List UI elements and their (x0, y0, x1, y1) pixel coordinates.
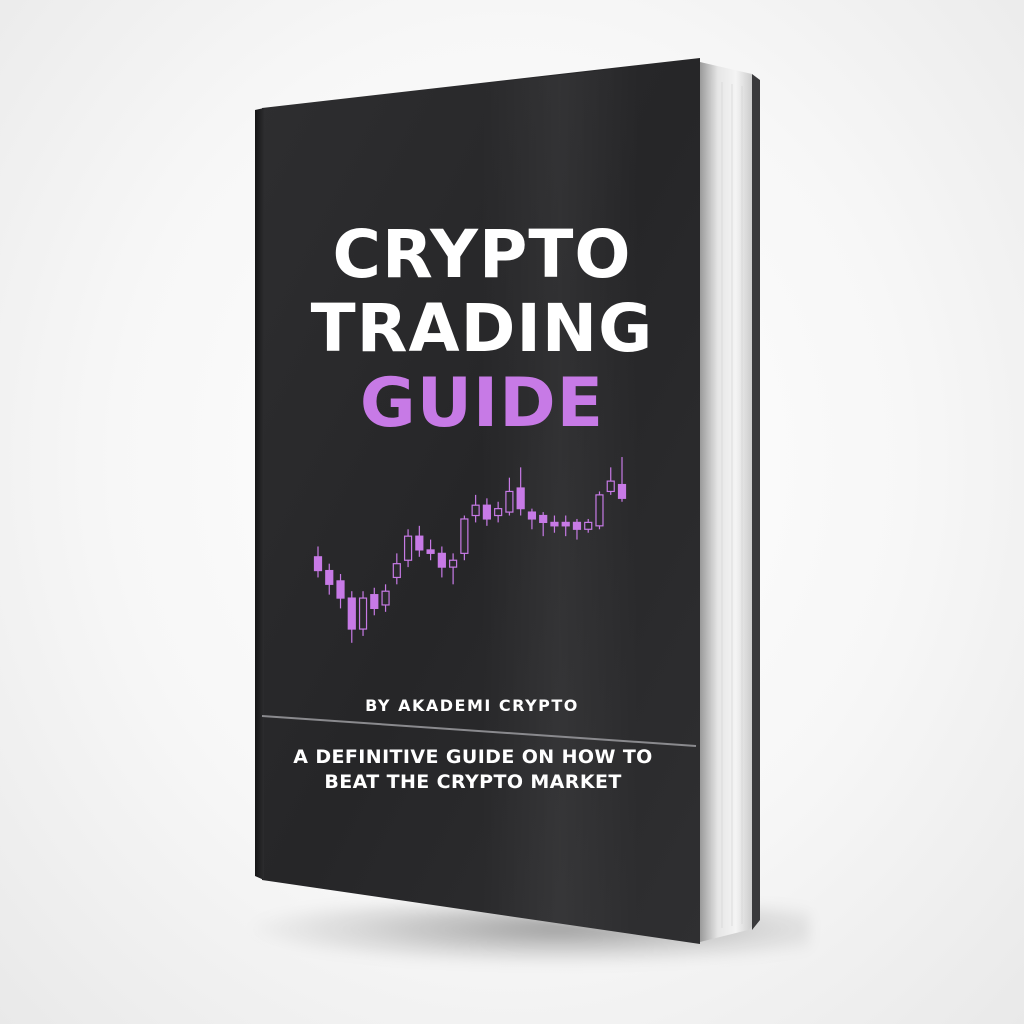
candle-body-down (437, 552, 446, 568)
candle-body-down (313, 556, 323, 572)
subtitle-line-1: A DEFINITIVE GUIDE ON HOW TO (293, 746, 653, 768)
candle-body-down (347, 597, 356, 630)
candle-body-up (358, 597, 368, 630)
author-line: BY AKADEMI CRYPTO (365, 696, 579, 715)
title-line-3: GUIDE (359, 364, 605, 443)
candle-body-down (325, 569, 334, 585)
candle-body-up (460, 518, 469, 554)
candle-body-down (415, 535, 424, 551)
cover-divider (261, 715, 697, 747)
candle-body-up (449, 559, 458, 568)
cover-sheen (480, 66, 640, 938)
candle-body-down (336, 580, 345, 599)
candle-body-down (370, 594, 379, 610)
title-line-2: TRADING (310, 290, 654, 367)
candle-body-up (505, 490, 514, 513)
candle-body-up (392, 563, 401, 579)
candle-body-down (572, 521, 582, 530)
candle-body-up (595, 494, 604, 527)
book-back-cover-edge (752, 74, 760, 930)
candle-body-down (516, 487, 525, 510)
page-lines (711, 80, 743, 930)
candle-body-down (617, 483, 627, 499)
candle-body-down (550, 521, 559, 527)
candle-body-down (426, 549, 435, 554)
candle-body-down (482, 504, 491, 520)
candle-body-down (527, 511, 537, 520)
candlestick-chart (313, 457, 627, 643)
candle-body-up (584, 521, 593, 530)
book-pages (700, 62, 760, 942)
candle-body-up (403, 535, 413, 561)
candle-body-up (494, 508, 503, 517)
candle-body-up (471, 504, 480, 517)
subtitle-line-2: BEAT THE CRYPTO MARKET (324, 771, 622, 793)
book-spine-edge (255, 108, 264, 880)
candle-body-down (539, 514, 548, 524)
candle-body-down (561, 521, 570, 527)
candle-body-up (381, 590, 390, 606)
candle-body-up (606, 480, 615, 493)
title-line-1: CRYPTO (332, 216, 632, 293)
